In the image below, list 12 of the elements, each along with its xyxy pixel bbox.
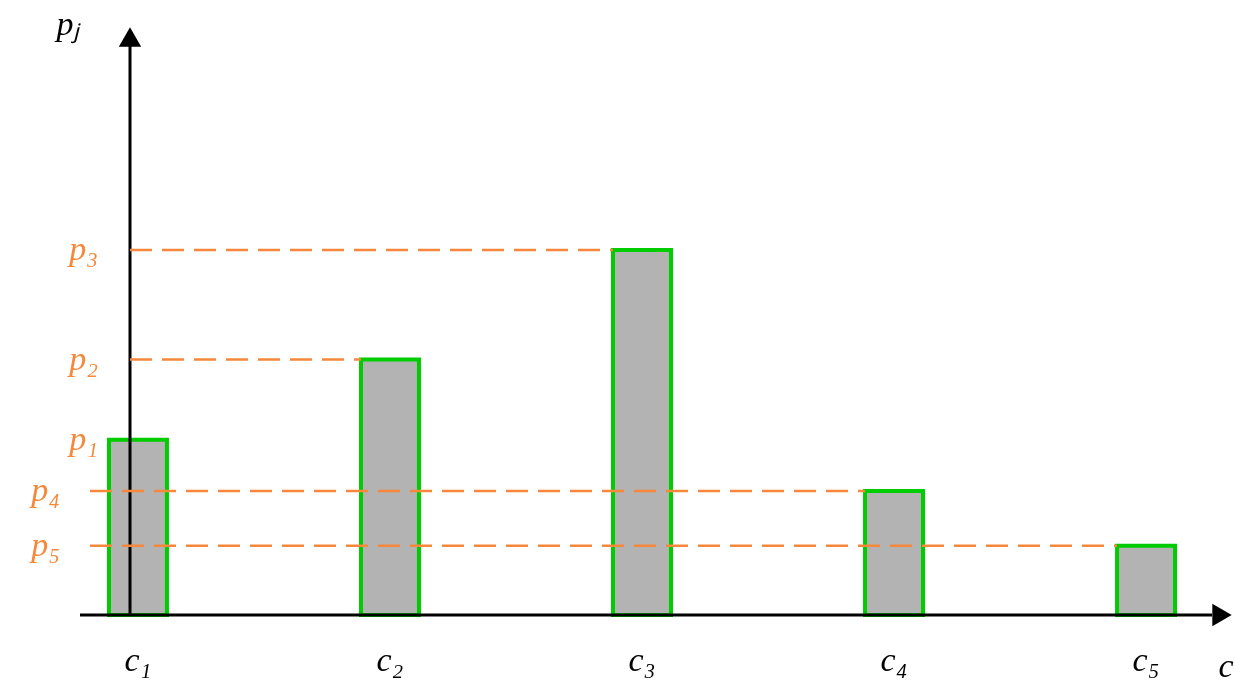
x-tick-label: c₅ (1132, 640, 1160, 678)
x-tick-label: c₄ (880, 640, 908, 678)
annotation: p₁ (67, 419, 98, 457)
text: pⱼ (54, 5, 81, 44)
ref-line-label: p₅ (29, 525, 60, 563)
x-tick-label: c₃ (628, 640, 656, 678)
ref-line-label: p₂ (67, 339, 98, 377)
ref-line-label: p₄ (29, 470, 60, 508)
ref-line-label: p₃ (67, 230, 98, 267)
x-tick-label: c₁ (124, 640, 152, 678)
x-tick-label: c₂ (376, 640, 404, 678)
x-axis-title: c (1218, 647, 1234, 683)
